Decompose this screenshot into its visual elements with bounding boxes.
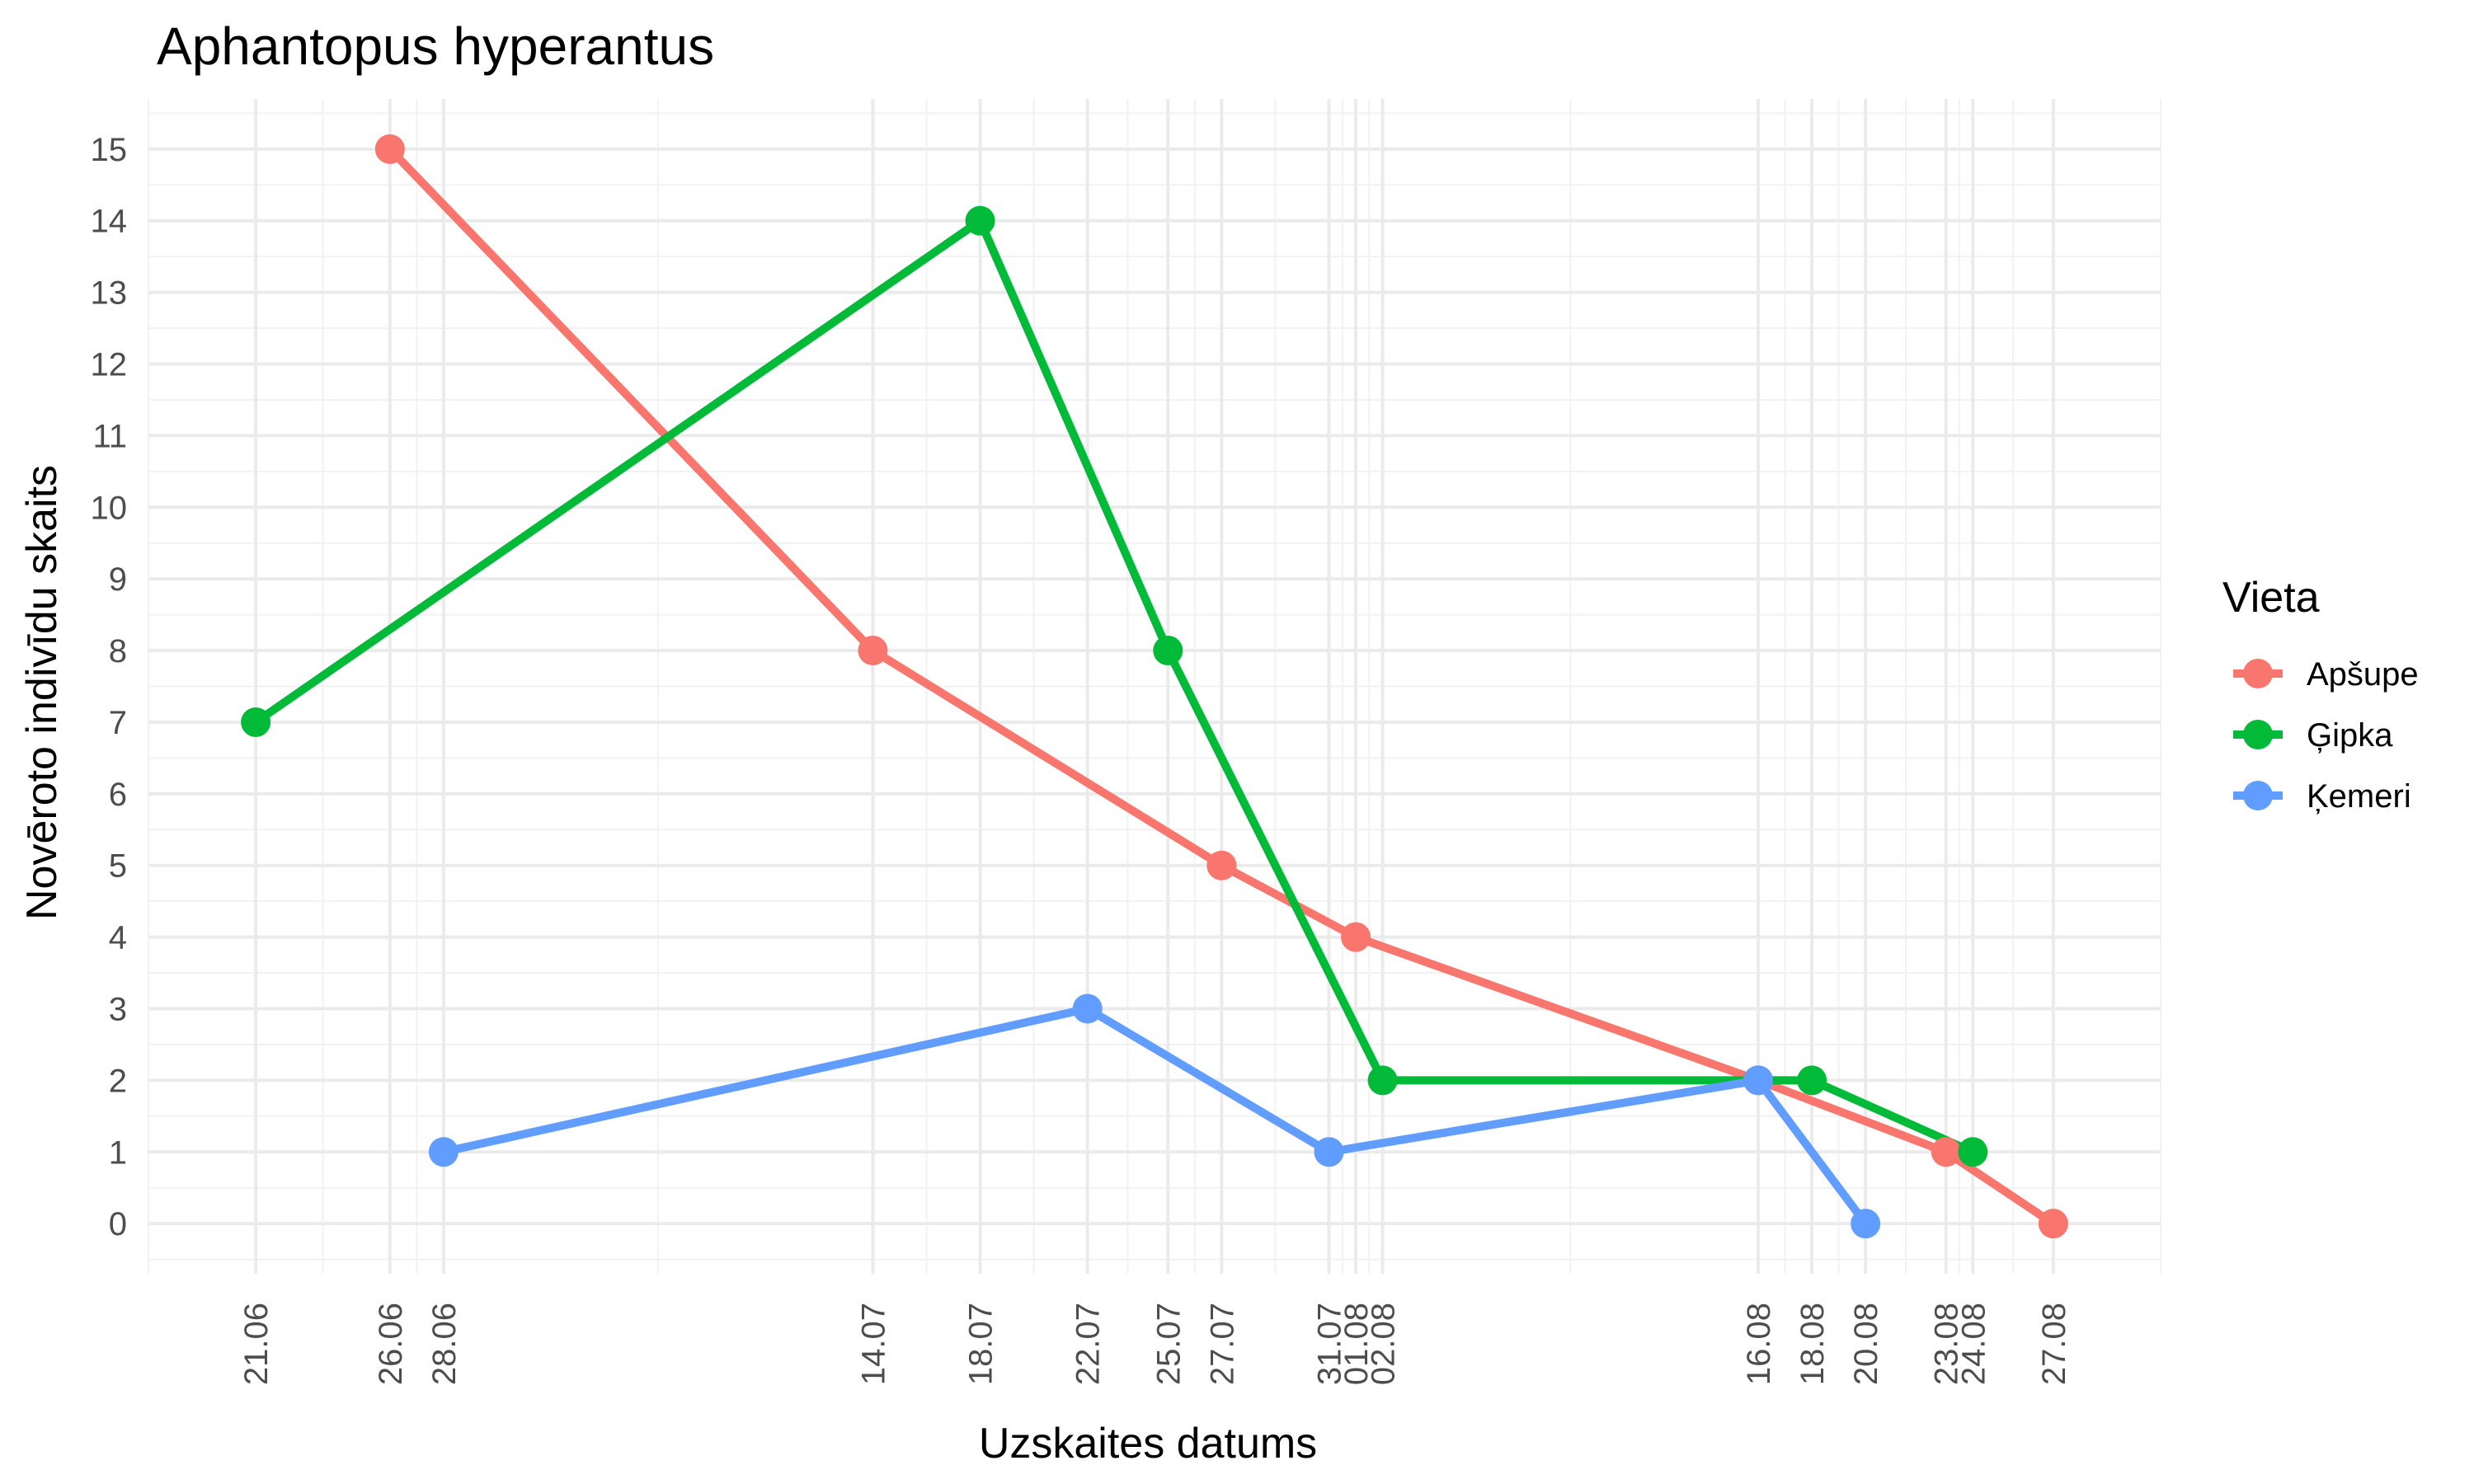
x-axis-tick-labels: 21.06 26.06 28.06 14.07 18.07 22.07 25.07 27.07…: [238, 1303, 2072, 1385]
legend-label: Apšupe: [2307, 656, 2419, 693]
x-axis-title: Uzskaites datums: [979, 1420, 1317, 1468]
y-tick-label: 11: [92, 418, 127, 454]
y-tick-label: 10: [91, 490, 128, 526]
y-tick-label: 2: [109, 1063, 127, 1099]
x-tick-label: 18.07: [963, 1303, 999, 1385]
x-tick-label: 01.08: [1338, 1303, 1375, 1385]
data-point: [1797, 1065, 1827, 1096]
data-point: [428, 1137, 459, 1167]
y-tick-label: 13: [91, 275, 128, 312]
legend-label: Ķemeri: [2307, 778, 2411, 815]
y-tick-label: 7: [109, 705, 127, 741]
y-tick-label: 12: [91, 346, 128, 383]
data-point: [1153, 636, 1183, 666]
series-points: [241, 134, 2068, 1239]
x-tick-label: 21.06: [238, 1303, 275, 1385]
x-tick-label: 23.08: [1929, 1303, 1965, 1385]
data-point: [1341, 922, 1371, 952]
y-tick-label: 4: [109, 920, 127, 956]
data-point: [2038, 1209, 2068, 1239]
x-tick-label: 20.08: [1848, 1303, 1884, 1385]
data-point: [1851, 1209, 1881, 1239]
legend-label: Ģipka: [2307, 717, 2393, 754]
series-line: [253, 216, 1975, 1156]
x-tick-label: 02.08: [1366, 1303, 1402, 1385]
chart-title: Aphantopus hyperantus: [157, 16, 714, 76]
x-tick-label: 26.06: [373, 1303, 409, 1385]
y-axis-title: Novēroto indivīdu skaits: [18, 465, 66, 920]
data-point: [858, 636, 888, 666]
x-tick-label: 27.07: [1204, 1303, 1240, 1385]
y-tick-label: 8: [109, 633, 127, 669]
x-tick-label: 16.08: [1741, 1303, 1777, 1385]
data-point: [1931, 1137, 1961, 1167]
data-point: [1958, 1137, 1988, 1167]
data-point: [965, 205, 995, 236]
y-tick-label: 1: [109, 1134, 127, 1171]
data-point: [374, 134, 405, 164]
y-tick-label: 3: [109, 992, 127, 1028]
x-tick-label: 22.07: [1070, 1303, 1107, 1385]
data-point: [1314, 1137, 1344, 1167]
x-tick-label: 18.08: [1794, 1303, 1831, 1385]
data-point: [1072, 993, 1103, 1024]
data-point: [1206, 850, 1237, 881]
y-tick-label: 9: [109, 561, 127, 598]
x-tick-label: 14.07: [855, 1303, 891, 1385]
x-tick-label: 31.07: [1311, 1303, 1348, 1385]
data-point: [1743, 1065, 1773, 1096]
y-tick-label: 6: [109, 777, 127, 813]
x-tick-label: 28.06: [426, 1303, 463, 1385]
x-tick-label: 25.07: [1150, 1303, 1187, 1385]
y-tick-label: 0: [109, 1206, 127, 1242]
legend-key-point: [2243, 720, 2273, 749]
data-point: [241, 707, 271, 737]
x-tick-label: 27.08: [2036, 1303, 2072, 1385]
legend-title: Vieta: [2222, 574, 2320, 622]
x-tick-label: 24.08: [1955, 1303, 1992, 1385]
y-tick-label: 5: [109, 848, 127, 885]
y-tick-label: 15: [91, 132, 128, 168]
legend: Vieta Apšupe Ģipka Ķemeri: [2222, 574, 2419, 815]
minor-gridlines: [148, 99, 2161, 1274]
data-point: [1367, 1065, 1398, 1096]
legend-key-point: [2243, 659, 2273, 688]
y-tick-label: 14: [91, 204, 128, 240]
legend-key-point: [2243, 781, 2273, 810]
